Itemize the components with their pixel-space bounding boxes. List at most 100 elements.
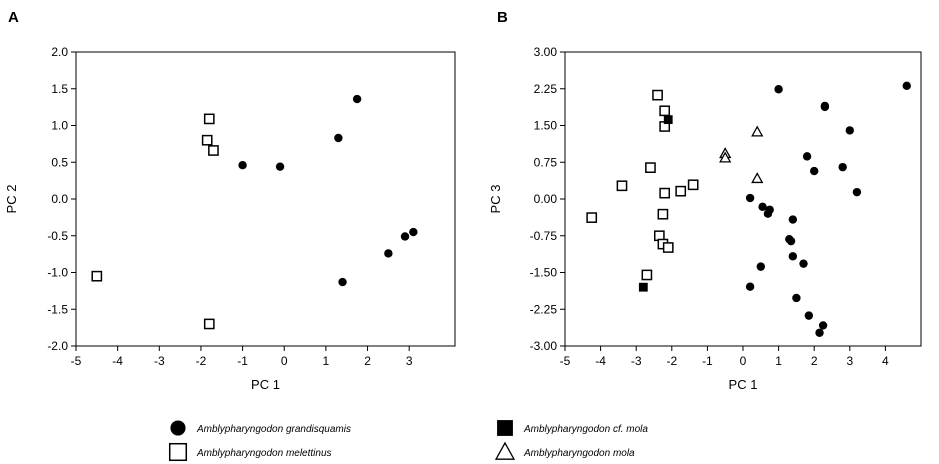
marker-filled-circle: [170, 420, 186, 436]
x-tick-label: -5: [560, 354, 571, 368]
data-point-filled-circle: [788, 252, 798, 261]
data-point-open-square: [659, 105, 671, 117]
data-point-filled-circle: [275, 162, 285, 171]
data-point-open-square: [616, 180, 628, 192]
data-point-open-square: [687, 179, 699, 191]
data-point-open-square: [675, 185, 687, 197]
data-point-open-triangle: [751, 172, 764, 184]
y-tick-label: -0.75: [530, 229, 558, 243]
data-point-open-square: [645, 162, 656, 173]
data-point-open-square: [208, 145, 219, 156]
plot-frame: [564, 51, 922, 347]
y-tick-label: 0.00: [534, 192, 558, 206]
x-tick-label: -4: [595, 354, 606, 368]
x-tick-label: -1: [237, 354, 248, 368]
data-point-filled-circle: [774, 85, 783, 94]
legend-item: Amblypharyngodon grandisquamis: [170, 420, 351, 436]
legend-item: Amblypharyngodon cf. mola: [497, 420, 648, 436]
data-point-open-square: [203, 318, 215, 330]
x-tick-label: 2: [811, 354, 818, 368]
y-tick-label: 1.5: [51, 82, 68, 96]
legend-label: Amblypharyngodon grandisquamis: [196, 424, 351, 435]
data-point-filled-circle: [384, 249, 393, 258]
data-point-filled-circle: [788, 215, 798, 224]
data-point-filled-circle: [902, 81, 911, 91]
data-point-filled-circle: [334, 133, 343, 143]
x-tick-label: 1: [775, 354, 782, 368]
data-point-open-square: [652, 89, 663, 101]
series-filled-circle: [238, 94, 418, 287]
x-tick-label: -3: [631, 354, 642, 368]
data-point-filled-circle: [400, 232, 410, 241]
legend: Amblypharyngodon grandisquamis Amblyphary…: [168, 420, 648, 462]
y-tick-label: 1.50: [534, 119, 558, 133]
y-tick-label: 2.0: [51, 45, 68, 59]
series-open-triangle: [719, 125, 764, 184]
data-point-filled-circle: [799, 259, 808, 268]
x-tick-label: 0: [740, 354, 747, 368]
data-point-filled-circle: [756, 262, 765, 271]
series-filled-square: [638, 115, 673, 292]
x-axis-label: PC 1: [729, 377, 758, 392]
legend-item: Amblypharyngodon mola: [494, 441, 635, 460]
marker-open-square: [168, 442, 188, 462]
x-tick-label: -5: [71, 354, 82, 368]
x-tick-label: -2: [666, 354, 677, 368]
marker-filled-square: [497, 420, 513, 436]
legend-label: Amblypharyngodon mola: [523, 448, 635, 459]
data-point-open-square: [91, 270, 103, 282]
data-point-filled-circle: [818, 321, 828, 330]
y-tick-label: -2.0: [47, 339, 68, 353]
data-point-open-square: [201, 134, 213, 146]
data-point-open-square: [203, 113, 215, 125]
x-tick-label: 4: [882, 354, 889, 368]
panel-label: A: [8, 9, 19, 26]
data-point-filled-circle: [745, 282, 755, 291]
data-point-filled-circle: [802, 152, 812, 161]
y-tick-label: 2.25: [534, 82, 558, 96]
data-point-open-square: [657, 208, 669, 220]
marker-open-triangle: [494, 441, 516, 460]
data-point-filled-circle: [810, 166, 819, 176]
y-tick-label: -1.50: [530, 266, 558, 280]
data-point-open-square: [659, 187, 671, 199]
data-point-filled-square: [663, 115, 673, 125]
data-point-filled-circle: [792, 293, 801, 303]
y-tick-label: -0.5: [47, 229, 68, 243]
y-tick-label: 3.00: [534, 45, 558, 59]
data-point-filled-circle: [409, 227, 418, 237]
x-tick-label: 2: [364, 354, 371, 368]
x-tick-label: 3: [846, 354, 853, 368]
y-tick-label: -2.25: [530, 302, 558, 316]
data-point-filled-circle: [845, 126, 854, 135]
data-point-filled-circle: [820, 102, 830, 112]
chart-panel-a: A -5 -4 -3 -2 -1 0 1 2 3 -2.0 -1.5 -1.0 -0.5 0.0 0.5 1.0…: [4, 9, 456, 392]
chart-panel-b: B -5 -4 -3 -2 -1 0 1 2 3 4 -3.00 -2.25 -1.50 -0.75 0.00…: [488, 9, 922, 392]
data-point-filled-circle: [763, 209, 773, 218]
data-point-open-triangle: [751, 125, 764, 137]
data-point-open-square: [662, 242, 674, 253]
x-tick-label: 0: [281, 354, 288, 368]
data-point-filled-square: [638, 282, 648, 292]
data-point-filled-circle: [338, 277, 347, 287]
data-point-filled-circle: [352, 94, 362, 104]
panel-label: B: [497, 9, 508, 26]
data-point-filled-circle: [815, 328, 824, 337]
data-point-open-triangle: [719, 151, 732, 163]
y-axis-label: PC 2: [4, 185, 19, 214]
legend-label: Amblypharyngodon melettinus: [196, 448, 332, 459]
y-tick-label: 0.75: [534, 155, 558, 169]
x-tick-label: -4: [112, 354, 123, 368]
x-tick-label: 1: [323, 354, 330, 368]
series-open-square: [91, 113, 219, 330]
data-point-filled-circle: [758, 202, 767, 212]
data-point-filled-circle: [745, 193, 755, 203]
y-tick-label: 0.0: [51, 192, 68, 206]
x-axis-label: PC 1: [251, 377, 280, 392]
plot-frame: [75, 51, 456, 347]
y-tick-label: 1.0: [51, 119, 68, 133]
x-tick-label: -3: [154, 354, 165, 368]
legend-label: Amblypharyngodon cf. mola: [523, 424, 648, 435]
data-point-filled-circle: [852, 187, 862, 197]
